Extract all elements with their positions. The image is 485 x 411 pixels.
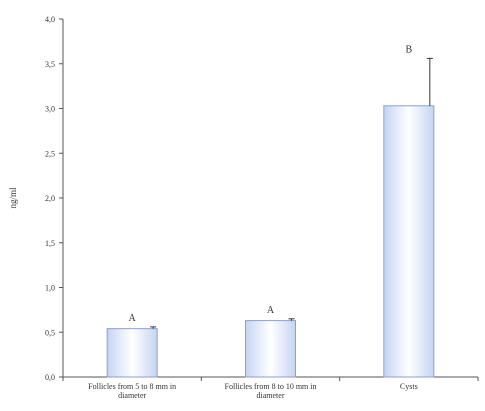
bar — [106, 328, 158, 378]
x-tick-label: Follicles from 8 to 10 mm in diameter — [225, 382, 317, 400]
significance-label: A — [129, 313, 137, 324]
y-axis-title: ng/ml — [8, 187, 18, 209]
y-tick-label: 2,5 — [45, 149, 55, 158]
bars — [106, 57, 435, 378]
y-tick-label: 0,5 — [45, 328, 55, 337]
x-tick-label: Follicles from 5 to 8 mm in diameter — [88, 382, 176, 400]
y-tick-label: 1,0 — [45, 284, 55, 293]
labels: 0,0 0,5 1,0 1,5 2,0 2,5 3,0 3,5 4,0 A Follicles fr… — [45, 15, 418, 400]
y-tick-label: 2,0 — [45, 194, 55, 203]
y-tick-label: 4,0 — [45, 15, 55, 24]
x-tick-label: Cysts — [400, 382, 418, 391]
y-tick-label: 1,5 — [45, 239, 55, 248]
significance-label: A — [267, 305, 275, 316]
y-tick-label: 3,5 — [45, 60, 55, 69]
y-tick-label: 0,0 — [45, 373, 55, 382]
y-tick-label: 3,0 — [45, 105, 55, 114]
bar — [383, 105, 435, 378]
bar — [245, 320, 296, 378]
significance-label: B — [405, 44, 412, 55]
